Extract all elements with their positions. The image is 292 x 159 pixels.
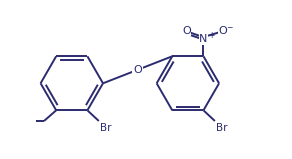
Text: +: + xyxy=(208,31,215,40)
Text: O: O xyxy=(133,65,142,75)
Text: N: N xyxy=(199,34,208,44)
Text: Br: Br xyxy=(216,122,227,132)
Text: O: O xyxy=(218,26,227,36)
Text: −: − xyxy=(226,23,233,32)
Text: Br: Br xyxy=(100,122,112,132)
Text: O: O xyxy=(182,26,191,36)
